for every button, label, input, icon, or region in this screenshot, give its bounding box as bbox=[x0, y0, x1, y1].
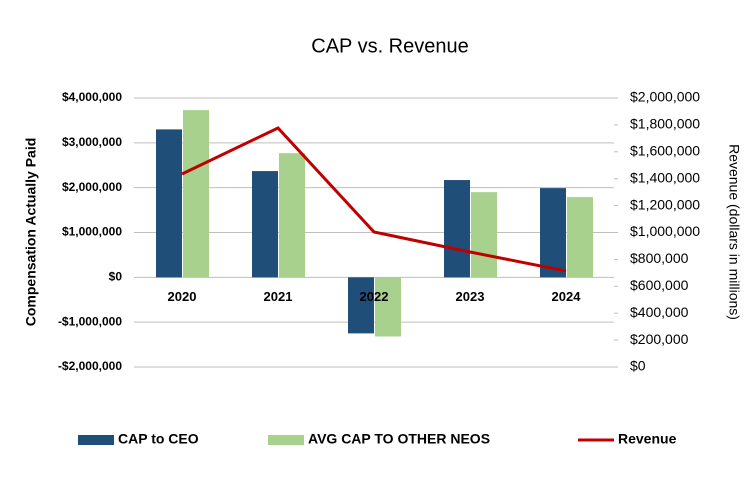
bar bbox=[540, 188, 566, 278]
legend-label: CAP to CEO bbox=[118, 431, 199, 447]
y2-tick-label: $1,000,000 bbox=[630, 223, 700, 239]
x-tick-label: 2023 bbox=[456, 289, 485, 304]
y2-tick-label: $1,800,000 bbox=[630, 116, 700, 132]
y2-tick-label: $400,000 bbox=[630, 304, 689, 320]
bar bbox=[279, 153, 305, 278]
y2-tick-label: $600,000 bbox=[630, 277, 689, 293]
y-tick-label: $3,000,000 bbox=[62, 135, 122, 149]
legend-label: Revenue bbox=[618, 431, 677, 447]
y-axis-title: Compensation Actually Paid bbox=[23, 138, 39, 327]
y-tick-label: $4,000,000 bbox=[62, 90, 122, 104]
y2-tick-label: $200,000 bbox=[630, 331, 689, 347]
bar bbox=[471, 192, 497, 278]
y2-tick-label: $1,400,000 bbox=[630, 169, 700, 185]
y-tick-label: $0 bbox=[109, 270, 123, 284]
x-tick-label: 2020 bbox=[168, 289, 197, 304]
y2-tick-label: $1,600,000 bbox=[630, 143, 700, 159]
y-tick-label: $1,000,000 bbox=[62, 225, 122, 239]
bar bbox=[156, 129, 182, 278]
bar bbox=[375, 277, 401, 337]
y2-axis-title: Revenue (dollars in millions) bbox=[726, 144, 742, 320]
legend-swatch bbox=[78, 435, 114, 445]
y2-tick-label: $0 bbox=[630, 358, 646, 374]
legend-swatch bbox=[268, 435, 304, 445]
y-tick-label: $2,000,000 bbox=[62, 180, 122, 194]
bar bbox=[567, 197, 593, 278]
y2-tick-label: $1,200,000 bbox=[630, 196, 700, 212]
x-tick-label: 2022 bbox=[360, 289, 389, 304]
chart-title: CAP vs. Revenue bbox=[311, 35, 469, 57]
line bbox=[181, 126, 567, 273]
y-tick-label: -$2,000,000 bbox=[58, 359, 122, 373]
x-tick-label: 2021 bbox=[264, 289, 293, 304]
legend-label: AVG CAP TO OTHER NEOS bbox=[308, 431, 490, 447]
bar bbox=[348, 277, 374, 334]
y-tick-label: -$1,000,000 bbox=[58, 314, 122, 328]
x-tick-label: 2024 bbox=[552, 289, 582, 304]
y2-tick-label: $2,000,000 bbox=[630, 89, 700, 105]
bar bbox=[444, 180, 470, 278]
bar bbox=[183, 110, 209, 278]
bar bbox=[252, 171, 278, 278]
y2-tick-label: $800,000 bbox=[630, 250, 689, 266]
